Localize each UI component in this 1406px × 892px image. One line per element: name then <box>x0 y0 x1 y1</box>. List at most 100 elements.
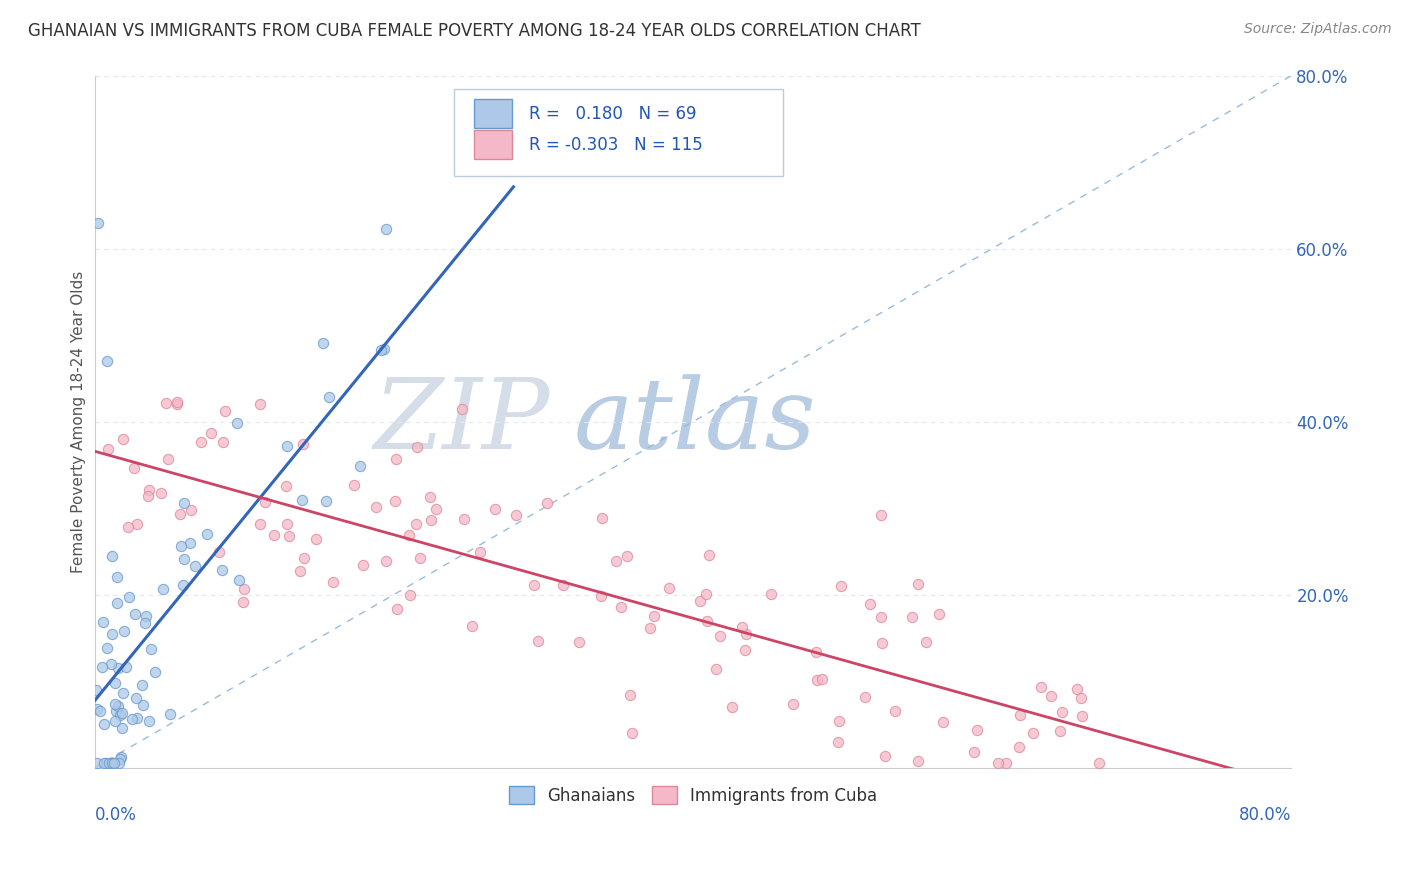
Point <box>591 510 613 524</box>
Point <box>112 686 135 700</box>
Point <box>589 589 612 603</box>
Point <box>695 587 717 601</box>
Point <box>277 529 299 543</box>
Point <box>1022 726 1045 740</box>
Point <box>134 615 156 630</box>
Point <box>253 494 276 508</box>
Point <box>141 641 163 656</box>
Text: R = -0.303   N = 115: R = -0.303 N = 115 <box>529 136 703 153</box>
Point <box>138 714 160 728</box>
Point <box>697 548 720 562</box>
Point <box>125 517 148 532</box>
Point <box>180 503 202 517</box>
Point <box>870 610 893 624</box>
Point <box>107 699 129 714</box>
Point <box>101 756 124 771</box>
Point <box>425 501 447 516</box>
Point <box>527 634 550 648</box>
Text: R =   0.180   N = 69: R = 0.180 N = 69 <box>529 104 696 122</box>
Point <box>987 756 1010 771</box>
Point <box>105 704 128 718</box>
Point <box>172 577 194 591</box>
Point <box>93 756 115 771</box>
Point <box>93 717 115 731</box>
Point <box>101 756 124 771</box>
Point <box>470 545 492 559</box>
Point <box>461 618 484 632</box>
Legend: Ghanaians, Immigrants from Cuba: Ghanaians, Immigrants from Cuba <box>502 780 884 812</box>
Point <box>121 712 143 726</box>
Point <box>276 516 298 531</box>
Point <box>86 702 108 716</box>
Point <box>398 588 420 602</box>
Point <box>96 354 118 368</box>
Point <box>111 721 134 735</box>
Text: Source: ZipAtlas.com: Source: ZipAtlas.com <box>1244 22 1392 37</box>
FancyBboxPatch shape <box>474 99 512 128</box>
Point <box>305 532 328 546</box>
Point <box>103 756 125 771</box>
Point <box>370 343 392 357</box>
Point <box>211 435 233 450</box>
Point <box>104 675 127 690</box>
Point <box>228 573 250 587</box>
Text: 80.0%: 80.0% <box>1239 805 1292 824</box>
Point <box>288 564 311 578</box>
Point <box>233 582 256 596</box>
Point <box>263 528 285 542</box>
Point <box>994 756 1017 771</box>
Point <box>104 697 127 711</box>
Point <box>1050 706 1073 720</box>
Point <box>311 336 333 351</box>
Point <box>405 440 427 454</box>
Point <box>211 563 233 577</box>
Point <box>966 723 988 737</box>
Point <box>156 452 179 467</box>
Point <box>709 629 731 643</box>
Point <box>536 495 558 509</box>
Point <box>173 496 195 510</box>
FancyBboxPatch shape <box>454 89 783 176</box>
Point <box>696 614 718 628</box>
Point <box>931 714 953 729</box>
Point <box>869 508 891 522</box>
Point <box>619 688 641 702</box>
Point <box>870 636 893 650</box>
Point <box>115 660 138 674</box>
Point <box>374 554 396 568</box>
Point <box>125 691 148 706</box>
Point <box>928 607 950 622</box>
Point <box>112 624 135 638</box>
Point <box>384 493 406 508</box>
Point <box>127 711 149 725</box>
Point <box>159 707 181 722</box>
Point <box>364 500 387 514</box>
Point <box>117 520 139 534</box>
Point <box>97 442 120 457</box>
Point <box>731 620 754 634</box>
Point <box>138 483 160 498</box>
Point <box>551 578 574 592</box>
Text: 0.0%: 0.0% <box>94 805 136 824</box>
Point <box>107 660 129 674</box>
Point <box>374 222 396 236</box>
Point <box>173 551 195 566</box>
Point <box>914 634 936 648</box>
Point <box>86 756 108 771</box>
Point <box>782 698 804 712</box>
Point <box>811 672 834 686</box>
Point <box>96 640 118 655</box>
Point <box>179 536 201 550</box>
Point <box>291 437 314 451</box>
Point <box>110 752 132 766</box>
Point <box>249 397 271 411</box>
Point <box>195 526 218 541</box>
Point <box>122 460 145 475</box>
Point <box>200 425 222 440</box>
Point <box>91 615 114 630</box>
Point <box>643 609 665 624</box>
Point <box>108 756 131 771</box>
Point <box>828 714 851 729</box>
Point <box>149 486 172 500</box>
Point <box>322 575 344 590</box>
